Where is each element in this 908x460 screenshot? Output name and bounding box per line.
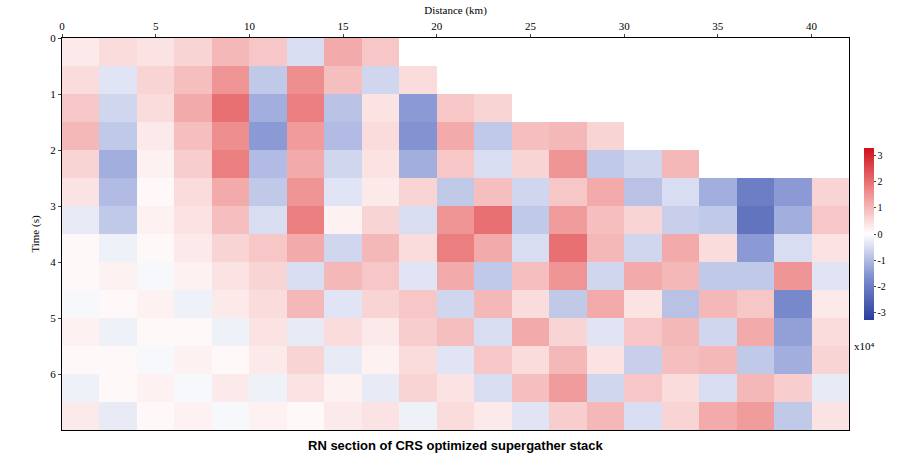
svg-text:RN section of CRS optimized su: RN section of CRS optimized supergather … bbox=[308, 438, 603, 453]
svg-text:5: 5 bbox=[50, 312, 56, 324]
svg-text:6: 6 bbox=[50, 368, 56, 380]
svg-text:20: 20 bbox=[431, 20, 443, 32]
svg-text:2: 2 bbox=[50, 144, 56, 156]
svg-text:0: 0 bbox=[878, 229, 883, 240]
svg-text:5: 5 bbox=[153, 20, 159, 32]
svg-text:0: 0 bbox=[50, 32, 56, 44]
svg-text:40: 40 bbox=[806, 20, 818, 32]
svg-text:1: 1 bbox=[50, 88, 56, 100]
svg-text:10: 10 bbox=[244, 20, 256, 32]
svg-text:2: 2 bbox=[878, 176, 883, 187]
svg-text:4: 4 bbox=[50, 256, 56, 268]
svg-text:30: 30 bbox=[619, 20, 631, 32]
svg-text:-1: -1 bbox=[878, 255, 886, 266]
svg-text:-2: -2 bbox=[878, 281, 886, 292]
svg-text:Distance (km): Distance (km) bbox=[424, 4, 487, 17]
svg-text:3: 3 bbox=[50, 200, 56, 212]
svg-text:25: 25 bbox=[525, 20, 537, 32]
svg-text:-3: -3 bbox=[878, 307, 886, 318]
svg-text:35: 35 bbox=[712, 20, 724, 32]
svg-text:0: 0 bbox=[59, 20, 65, 32]
svg-text:1: 1 bbox=[878, 202, 883, 213]
svg-text:Time (s): Time (s) bbox=[29, 215, 42, 253]
svg-text:15: 15 bbox=[338, 20, 350, 32]
svg-text:x10⁴: x10⁴ bbox=[854, 340, 875, 352]
svg-text:3: 3 bbox=[878, 150, 883, 161]
